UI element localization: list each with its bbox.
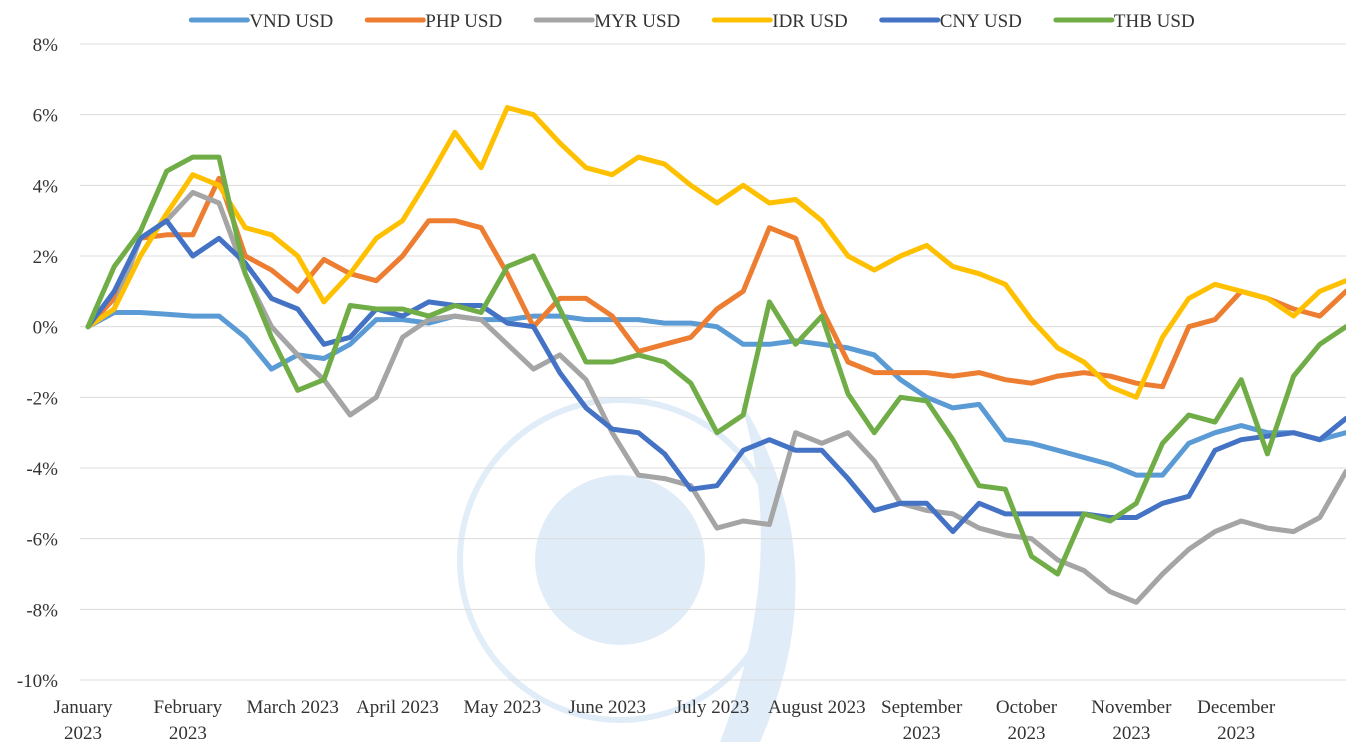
legend-item: PHP USD (364, 11, 502, 32)
watermark-core (535, 475, 705, 645)
legend-item: CNY USD (879, 11, 1022, 32)
y-tick-label: 2% (33, 247, 59, 268)
y-tick-label: -2% (26, 388, 58, 409)
legend-item: MYR USD (533, 11, 680, 32)
y-tick-label: -10% (17, 671, 58, 692)
y-tick-label: 0% (33, 318, 59, 339)
y-tick-label: -4% (26, 459, 58, 480)
legend-item: VND USD (188, 11, 333, 32)
x-tick-label: June 2023 (568, 697, 646, 718)
y-tick-label: -8% (26, 600, 58, 621)
y-tick-label: 6% (33, 106, 59, 127)
legend-label: VND USD (249, 11, 333, 32)
x-tick-label: August 2023 (768, 697, 866, 718)
legend-label: PHP USD (425, 11, 502, 32)
x-tick-label: January 2023 (53, 697, 113, 742)
legend-label: MYR USD (594, 11, 680, 32)
x-tick-label: May 2023 (464, 697, 542, 718)
watermark (457, 397, 796, 742)
series-line (85, 105, 1346, 400)
x-tick-label: November 2023 (1091, 697, 1172, 742)
series-line (85, 175, 1346, 390)
watermark-swoosh (720, 400, 796, 742)
y-tick-label: 8% (33, 35, 59, 56)
series-line (85, 218, 1346, 535)
legend-item: IDR USD (711, 11, 848, 32)
series-line (85, 189, 1346, 605)
legend-label: THB USD (1114, 11, 1195, 32)
x-tick-label: October 2023 (996, 697, 1058, 742)
x-tick-label: February 2023 (154, 697, 223, 742)
y-tick-label: 4% (33, 176, 59, 197)
legend-label: CNY USD (940, 11, 1022, 32)
legend-item: THB USD (1053, 11, 1195, 32)
x-tick-label: March 2023 (246, 697, 338, 718)
x-tick-label: July 2023 (675, 697, 749, 718)
x-tick-label: April 2023 (356, 697, 439, 718)
legend-label: IDR USD (772, 11, 847, 32)
x-tick-label: December 2023 (1197, 697, 1276, 742)
legend: VND USD PHP USD MYR USD IDR USD CNY USD THB U… (188, 11, 1195, 32)
watermark-ring (457, 397, 783, 723)
y-tick-label: -6% (26, 530, 58, 551)
x-tick-label: September 2023 (881, 697, 963, 742)
series-line (85, 154, 1346, 577)
